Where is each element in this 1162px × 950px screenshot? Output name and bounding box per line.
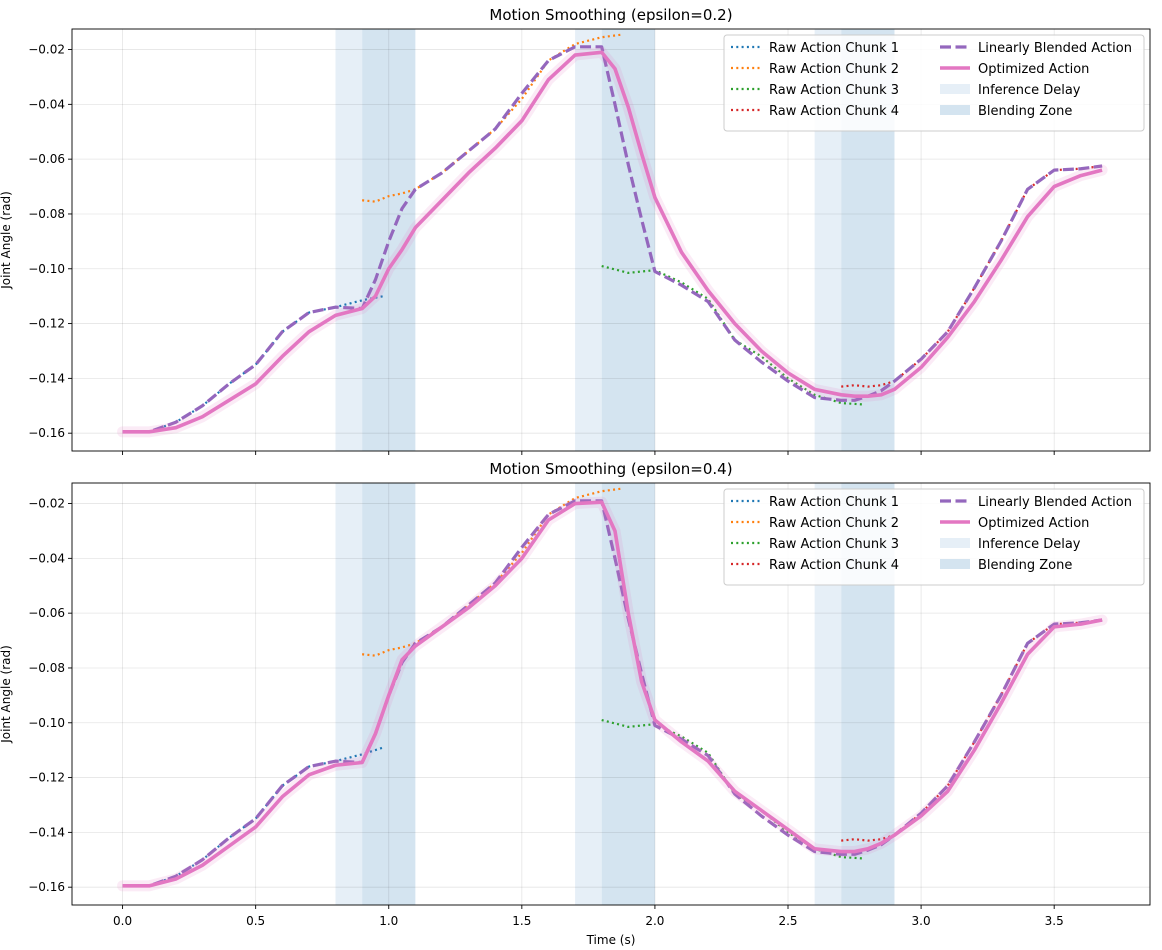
y-tick-label: −0.08	[28, 207, 65, 221]
y-tick-label: −0.08	[28, 661, 65, 675]
legend: Raw Action Chunk 1 Raw Action Chunk 2 Raw …	[723, 488, 1145, 586]
x-tick-label: 3.0	[912, 914, 931, 928]
legend-item-raw-action-chunk-4: Raw Action Chunk 4	[731, 558, 899, 573]
legend-label: Blending Zone	[978, 558, 1072, 573]
x-tick-label: 1.0	[379, 914, 398, 928]
y-tick-label: −0.02	[28, 43, 65, 57]
inference-delay-span-2	[575, 29, 602, 451]
legend-item-raw-action-chunk-2: Raw Action Chunk 2	[731, 62, 899, 77]
legend-label: Blending Zone	[978, 104, 1072, 119]
legend-item-raw-action-chunk-2: Raw Action Chunk 2	[731, 516, 899, 531]
linearly-blended-action-line	[122, 45, 1103, 434]
legend-frame	[723, 488, 1145, 586]
y-tick-label: −0.14	[28, 825, 65, 839]
legend-item-raw-action-chunk-1: Raw Action Chunk 1	[731, 41, 899, 56]
x-tick-label: 2.0	[645, 914, 664, 928]
raw-action-chunk-2-line	[362, 33, 624, 203]
legend-swatch	[940, 559, 970, 569]
panel-epsilon-0.2: −0.16 −0.14 −0.12 −0.10 −0.08 −0.06 −0.04 −0.02…	[0, 6, 1151, 455]
x-tick-label: 1.5	[512, 914, 531, 928]
legend-label: Linearly Blended Action	[978, 41, 1132, 56]
x-tick-label: 0.0	[113, 914, 132, 928]
legend-item-inference-delay: Inference Delay	[940, 537, 1081, 552]
legend-label: Raw Action Chunk 4	[769, 104, 899, 119]
linearly-blended-action-line	[122, 499, 1103, 888]
legend-item-linearly-blended-action: Linearly Blended Action	[940, 41, 1132, 56]
axes-frame	[71, 482, 1151, 906]
optimized-action-line	[122, 50, 1103, 434]
legend-item-raw-action-chunk-3: Raw Action Chunk 3	[731, 537, 899, 552]
legend-label: Raw Action Chunk 2	[769, 516, 899, 531]
legend-frame	[723, 34, 1145, 132]
y-tick-label: −0.04	[28, 97, 65, 111]
legend-item-blending-zone: Blending Zone	[940, 558, 1072, 573]
legend-label: Raw Action Chunk 4	[769, 558, 899, 573]
legend-label: Raw Action Chunk 1	[769, 495, 899, 510]
legend-swatch	[940, 105, 970, 115]
y-tick-label: −0.16	[28, 880, 65, 894]
y-axis-label: Joint Angle (rad)	[0, 191, 13, 290]
y-tick-label: −0.04	[28, 551, 65, 565]
x-axis-label: Time (s)	[586, 933, 636, 947]
legend-label: Inference Delay	[978, 83, 1081, 98]
x-tick-label: 3.5	[1045, 914, 1064, 928]
legend-label: Raw Action Chunk 3	[769, 83, 899, 98]
legend-label: Raw Action Chunk 1	[769, 41, 899, 56]
y-tick-label: −0.16	[28, 426, 65, 440]
legend-item-raw-action-chunk-4: Raw Action Chunk 4	[731, 104, 899, 119]
axes-frame	[71, 28, 1151, 452]
legend-swatch	[940, 538, 970, 548]
legend-label: Optimized Action	[978, 516, 1089, 531]
y-tick-label: −0.06	[28, 152, 65, 166]
legend-label: Optimized Action	[978, 62, 1089, 77]
raw-action-chunk-4-line	[841, 164, 1103, 388]
legend-item-blending-zone: Blending Zone	[940, 104, 1072, 119]
chart-title: Motion Smoothing (epsilon=0.4)	[489, 460, 732, 478]
y-axis-label: Joint Angle (rad)	[0, 645, 13, 744]
x-tick-label: 2.5	[778, 914, 797, 928]
legend-label: Inference Delay	[978, 537, 1081, 552]
legend-item-inference-delay: Inference Delay	[940, 83, 1081, 98]
legend-label: Linearly Blended Action	[978, 495, 1132, 510]
y-tick-label: −0.12	[28, 317, 65, 331]
y-tick-label: −0.14	[28, 371, 65, 385]
inference-delay-span-0	[335, 29, 363, 451]
y-tick-label: −0.06	[28, 606, 65, 620]
legend-label: Raw Action Chunk 3	[769, 537, 899, 552]
y-tick-label: −0.02	[28, 497, 65, 511]
legend-item-optimized-action: Optimized Action	[940, 516, 1089, 531]
chart-title: Motion Smoothing (epsilon=0.2)	[489, 6, 732, 24]
legend-item-raw-action-chunk-1: Raw Action Chunk 1	[731, 495, 899, 510]
raw-action-chunk-4-line	[841, 618, 1103, 842]
legend-swatch	[940, 84, 970, 94]
legend-label: Raw Action Chunk 2	[769, 62, 899, 77]
legend-item-linearly-blended-action: Linearly Blended Action	[940, 495, 1132, 510]
panel-epsilon-0.4: 0.0 0.5 1.0 1.5 2.0 2.5 3.0 3.5 −0.16 −0.14 −0.12 −…	[0, 460, 1151, 947]
y-tick-label: −0.10	[28, 262, 65, 276]
optimized-action-line	[122, 500, 1103, 888]
raw-action-chunk-2-line	[362, 487, 624, 657]
inference-delay-span-0	[335, 483, 363, 905]
y-tick-label: −0.12	[28, 771, 65, 785]
legend-item-raw-action-chunk-3: Raw Action Chunk 3	[731, 83, 899, 98]
y-tick-label: −0.10	[28, 716, 65, 730]
legend: Raw Action Chunk 1 Raw Action Chunk 2 Raw …	[723, 34, 1145, 132]
inference-delay-span-2	[575, 483, 602, 905]
x-tick-label: 0.5	[246, 914, 265, 928]
legend-item-optimized-action: Optimized Action	[940, 62, 1089, 77]
